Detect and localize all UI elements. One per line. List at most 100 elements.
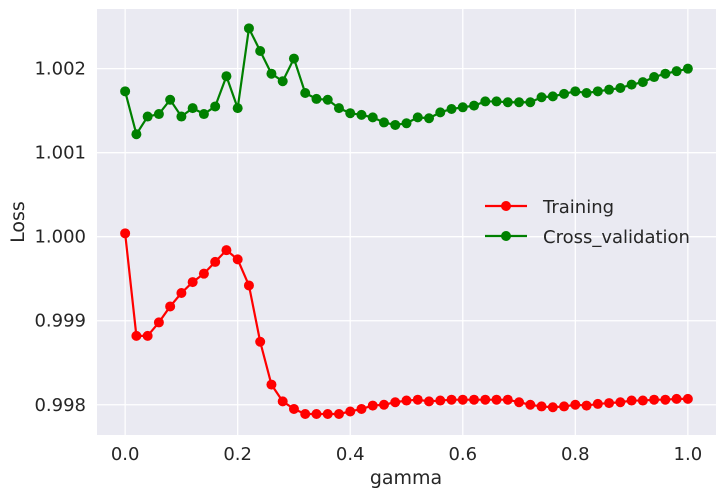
data-point-cross-validation: [570, 86, 581, 97]
data-point-training: [514, 397, 525, 408]
data-point-training: [424, 396, 435, 407]
y-tick-labels: 0.998 0.999 1.000 1.001 1.002: [34, 59, 86, 416]
data-point-training: [266, 379, 277, 390]
data-point-cross-validation: [255, 46, 266, 57]
legend-label-training: Training: [542, 197, 614, 218]
data-point-cross-validation: [187, 103, 198, 114]
data-point-training: [536, 401, 547, 412]
y-axis-label: Loss: [7, 201, 29, 243]
data-point-cross-validation: [367, 112, 378, 123]
data-point-cross-validation: [311, 93, 322, 104]
y-tick-label: 1.001: [34, 143, 86, 164]
data-point-training: [221, 245, 232, 256]
data-point-cross-validation: [243, 23, 254, 34]
legend: Training Cross_validation: [485, 197, 690, 248]
data-point-training: [311, 408, 322, 419]
x-tick-labels: 0.0 0.2 0.4 0.6 0.8 1.0: [111, 444, 702, 465]
data-point-cross-validation: [288, 53, 299, 64]
data-point-training: [626, 395, 637, 406]
data-point-training: [322, 408, 333, 419]
data-point-training: [401, 395, 412, 406]
y-tick-label: 1.002: [34, 59, 86, 80]
data-point-cross-validation: [266, 68, 277, 79]
data-point-training: [356, 403, 367, 414]
data-point-cross-validation: [232, 103, 243, 114]
data-point-cross-validation: [131, 129, 142, 140]
data-point-training: [525, 399, 536, 410]
legend-entry-cross-validation: Cross_validation: [485, 227, 690, 248]
data-point-cross-validation: [378, 117, 389, 128]
data-point-training: [671, 393, 682, 404]
legend-entry-training: Training: [485, 197, 614, 218]
data-point-cross-validation: [480, 96, 491, 107]
data-point-cross-validation: [615, 82, 626, 93]
data-point-cross-validation: [390, 119, 401, 130]
grid: [97, 9, 716, 435]
data-point-training: [435, 395, 446, 406]
data-point-training: [559, 401, 570, 412]
data-point-training: [198, 268, 209, 279]
data-point-cross-validation: [682, 63, 693, 74]
data-point-cross-validation: [446, 103, 457, 114]
data-point-training: [378, 399, 389, 410]
data-point-training: [255, 336, 266, 347]
data-point-cross-validation: [581, 88, 592, 99]
x-tick-label: 0.2: [223, 444, 252, 465]
data-point-cross-validation: [424, 113, 435, 124]
data-point-training: [446, 394, 457, 405]
x-tick-label: 1.0: [674, 444, 703, 465]
legend-marker-training: [501, 201, 511, 211]
data-point-training: [120, 228, 131, 239]
data-point-training: [300, 408, 311, 419]
data-point-training: [165, 301, 176, 312]
data-point-cross-validation: [604, 84, 615, 95]
data-point-training: [187, 277, 198, 288]
data-point-training: [232, 254, 243, 265]
data-point-training: [210, 256, 221, 267]
data-point-cross-validation: [412, 112, 423, 123]
data-point-training: [637, 395, 648, 406]
data-point-cross-validation: [671, 66, 682, 77]
data-point-cross-validation: [457, 102, 468, 113]
data-point-cross-validation: [626, 79, 637, 90]
data-point-training: [502, 394, 513, 405]
data-point-cross-validation: [469, 100, 480, 111]
data-point-cross-validation: [435, 107, 446, 118]
data-point-training: [604, 398, 615, 409]
data-point-cross-validation: [401, 118, 412, 129]
data-point-training: [345, 406, 356, 417]
y-tick-label: 0.998: [34, 395, 86, 416]
data-point-training: [390, 397, 401, 408]
data-point-cross-validation: [514, 97, 525, 108]
data-point-cross-validation: [165, 94, 176, 105]
data-point-training: [142, 330, 153, 341]
y-tick-label: 0.999: [34, 311, 86, 332]
data-point-training: [288, 403, 299, 414]
data-point-cross-validation: [525, 97, 536, 108]
data-point-cross-validation: [502, 97, 513, 108]
data-point-training: [480, 394, 491, 405]
data-point-training: [491, 394, 502, 405]
data-point-cross-validation: [120, 86, 131, 97]
data-point-training: [547, 402, 558, 413]
y-tick-label: 1.000: [34, 227, 86, 248]
series-training: [120, 228, 693, 419]
data-point-training: [469, 394, 480, 405]
data-point-cross-validation: [559, 88, 570, 99]
data-point-cross-validation: [660, 68, 671, 79]
data-point-cross-validation: [142, 111, 153, 122]
plot-background: [97, 9, 716, 435]
legend-marker-cross-validation: [501, 231, 511, 241]
data-point-cross-validation: [536, 92, 547, 103]
data-point-cross-validation: [649, 72, 660, 83]
data-point-cross-validation: [300, 88, 311, 99]
data-point-training: [333, 408, 344, 419]
data-point-training: [277, 396, 288, 407]
data-point-training: [367, 400, 378, 411]
x-tick-label: 0.8: [561, 444, 590, 465]
data-point-training: [131, 330, 142, 341]
data-point-cross-validation: [491, 96, 502, 107]
series-cross-validation: [120, 23, 693, 140]
data-point-training: [615, 397, 626, 408]
data-point-training: [412, 394, 423, 405]
